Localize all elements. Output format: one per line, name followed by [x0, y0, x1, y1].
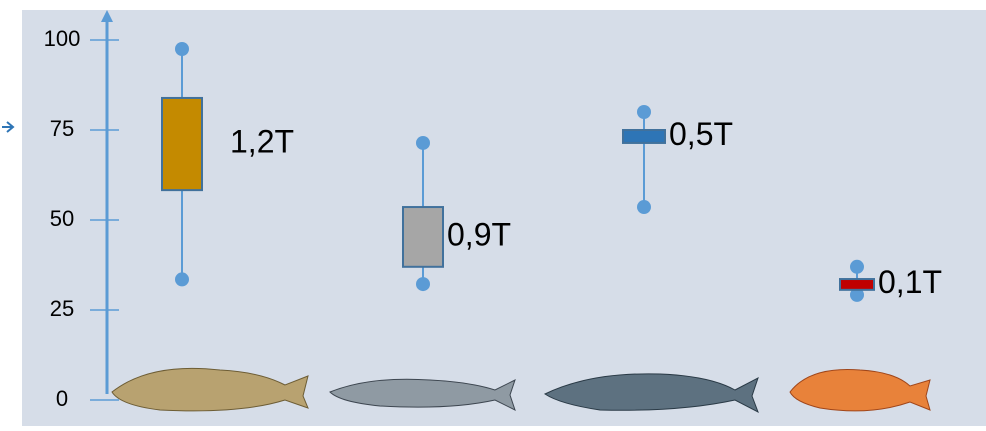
y-tick-label: 25: [50, 296, 74, 321]
whisker-high: [850, 259, 864, 274]
y-tick-label: 75: [50, 116, 74, 141]
whisker-low: [175, 272, 189, 287]
y-tick-label: 100: [44, 26, 81, 51]
whisker-low: [850, 287, 864, 302]
whisker-high: [416, 135, 430, 150]
fish-saithe: [329, 378, 516, 411]
pointer-arrow: [2, 121, 15, 133]
y-tick-label: 50: [50, 206, 74, 231]
box: [839, 278, 875, 291]
value-label: 1,2T: [230, 123, 294, 159]
y-axis-arrow: [101, 10, 113, 22]
whisker-high: [637, 105, 651, 119]
box: [622, 129, 666, 144]
value-label: 0,5T: [669, 116, 733, 152]
box: [402, 206, 444, 268]
value-label: 0,1T: [878, 264, 942, 300]
fish-pollock: [543, 373, 759, 414]
whisker-low: [416, 277, 430, 292]
fish-cod: [111, 367, 309, 412]
fish-illustrations: [111, 367, 931, 414]
whisker-high: [175, 42, 189, 56]
value-label: 0,9T: [447, 216, 511, 252]
y-tick-label: 0: [56, 386, 68, 411]
box: [161, 96, 203, 192]
whisker-low: [637, 200, 651, 215]
fish-redfish: [789, 368, 931, 412]
